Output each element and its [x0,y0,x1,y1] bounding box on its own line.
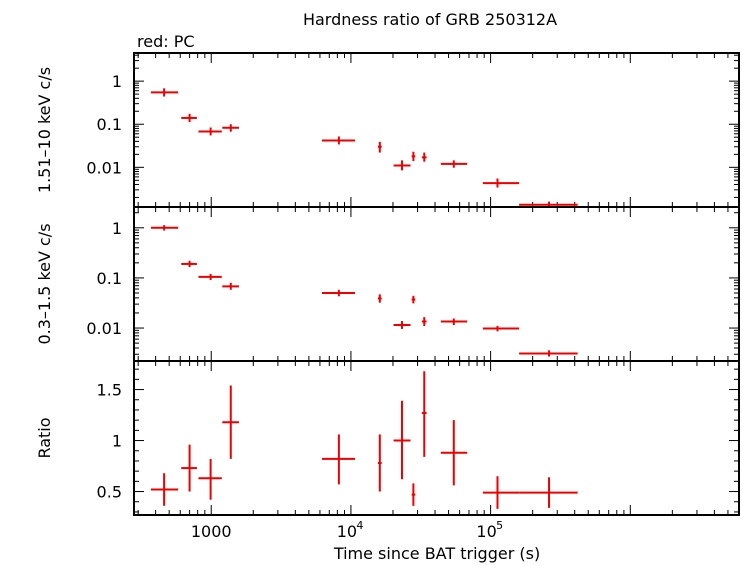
data-point [181,260,197,268]
data-point [440,420,468,486]
x-tick-label-base: 10 [476,522,496,541]
y-tick-label: 1 [112,72,122,91]
data-point [411,295,416,304]
data-point [321,434,356,485]
data-point [421,371,427,457]
y-axis-label: 0.3–1.5 keV c/s [35,223,54,344]
data-point [377,434,382,492]
data-point [150,473,179,506]
chart-title: Hardness ratio of GRB 250312A [303,10,557,29]
data-point [482,325,520,332]
data-point [181,113,197,123]
data-point [377,141,382,153]
panel-frame [133,52,740,208]
data-point [222,385,239,459]
data-point [150,88,179,97]
data-point [440,160,468,168]
x-tick-label: 1000 [191,522,232,541]
y-tick-label: 0.01 [86,319,122,338]
y-axis-label: 1.51–10 keV c/s [35,67,54,193]
data-point [198,127,222,136]
y-tick-label: 1 [112,432,122,451]
x-tick-label-base: 10 [337,522,357,541]
y-tick-label: 0.01 [86,158,122,177]
data-point [421,317,427,326]
panel-2: 1 0.1 0.01 0.3–1.5 keV c/s [35,206,740,362]
data-point [482,178,520,188]
data-point [150,225,179,231]
data-point [393,160,411,171]
x-axis-label: Time since BAT trigger (s) [333,544,540,563]
data-point [411,483,416,506]
y-tick-label: 0.5 [97,483,122,502]
data-point [393,400,411,480]
y-axis-label: Ratio [35,417,54,458]
y-tick-label: 1 [112,219,122,238]
data-point [222,124,239,132]
data-point [321,136,356,145]
data-point [411,151,416,162]
data-point [421,152,427,162]
legend-note: red: PC [137,32,195,51]
y-tick-label: 0.1 [97,115,122,134]
data-point [440,318,468,325]
data-point [198,273,222,280]
panel-1: 1 0.1 0.01 1.51–10 keV c/s [35,52,740,208]
data-point [519,477,578,508]
data-point [482,476,520,509]
data-point [198,458,222,500]
y-tick-label: 1.5 [97,381,122,400]
panel-frame [133,360,740,516]
data-point [519,201,578,207]
data-point [393,321,411,329]
data-point [222,282,239,290]
plot-panels: 1 0.1 0.01 1.51–10 keV c/s 1 0.1 0.01 0.3–1.5 k… [35,52,740,541]
x-tick-label-exponent: 4 [356,519,363,532]
data-point [519,350,578,357]
data-point [377,294,382,303]
panel-frame [133,206,740,362]
y-tick-label: 0.1 [97,269,122,288]
data-point [181,444,197,492]
data-point [321,289,356,297]
x-tick-label-exponent: 5 [496,519,503,532]
